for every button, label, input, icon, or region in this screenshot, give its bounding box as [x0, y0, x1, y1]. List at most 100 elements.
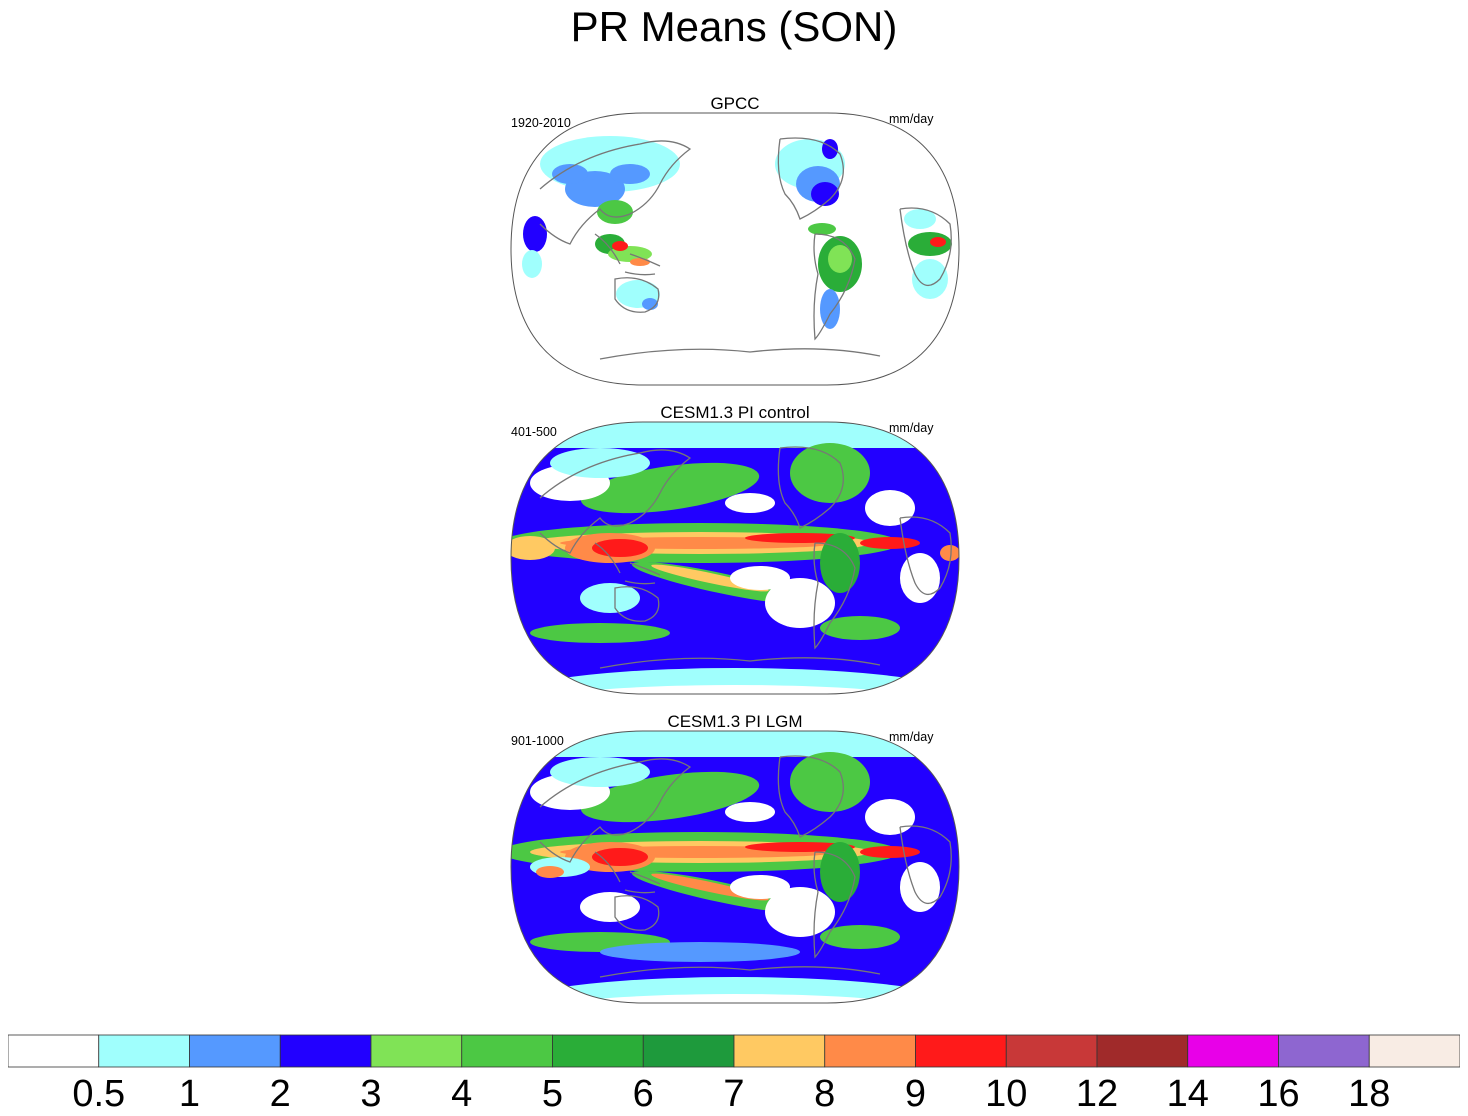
- precip-region: [900, 553, 940, 603]
- map-lgm: [510, 730, 960, 1004]
- panel-title: GPCC: [710, 94, 760, 113]
- coastline: [594, 542, 661, 585]
- precip-region: [730, 566, 790, 590]
- coastline: [813, 851, 856, 959]
- figure-title: PR Means (SON): [570, 3, 898, 50]
- precip-field-gpcc: [511, 113, 959, 385]
- coastline: [599, 966, 881, 978]
- precip-region: [940, 545, 959, 561]
- precip-region: [725, 802, 775, 822]
- colorbar-tick-label: 9: [904, 1073, 927, 1115]
- coastline: [899, 825, 952, 904]
- colorbar-tick-label: 18: [1348, 1073, 1391, 1115]
- period-label: 901-1000: [511, 734, 564, 748]
- precip-field-pi-control: [511, 422, 959, 694]
- colorbar-tick-label: 1: [178, 1073, 201, 1115]
- coastline: [614, 895, 660, 931]
- precip-region: [860, 537, 920, 549]
- colorbar-tick-label: 2: [269, 1073, 291, 1115]
- precip-region: [820, 616, 900, 640]
- colorbar-tick-label: 12: [1075, 1073, 1119, 1115]
- colorbar-tick-label: 5: [541, 1073, 564, 1115]
- precip-region: [511, 668, 959, 694]
- units-label: mm/day: [889, 112, 934, 126]
- precip-region: [820, 533, 860, 593]
- precip-region: [552, 164, 588, 184]
- colorbar-tick-label: 4: [451, 1073, 473, 1115]
- precip-region: [820, 289, 840, 329]
- precip-region: [904, 209, 936, 229]
- precip-region: [865, 799, 915, 835]
- colorbar-swatch: [1096, 1034, 1189, 1068]
- precip-region: [630, 258, 650, 266]
- precip-region: [765, 887, 835, 937]
- coastline: [813, 233, 856, 341]
- precip-region: [580, 583, 640, 613]
- colorbar-swatch: [552, 1034, 644, 1068]
- map-panel-lgm: CESM1.3 PI LGM 901-1000 mm/day: [500, 712, 970, 1012]
- precip-region: [822, 139, 838, 159]
- precip-region: [511, 536, 555, 560]
- precip-region: [725, 493, 775, 513]
- colorbar-tick-label: 14: [1166, 1073, 1209, 1115]
- precip-region: [612, 241, 628, 251]
- precip-region: [536, 866, 564, 878]
- coastline: [777, 446, 844, 529]
- precip-region: [530, 623, 670, 643]
- map-boundary: [510, 421, 960, 695]
- map-pi-control: [510, 421, 960, 695]
- period-label: 401-500: [511, 425, 557, 439]
- panel-title: CESM1.3 PI control: [660, 403, 810, 422]
- colorbar-tick-label: 0.5: [72, 1073, 126, 1115]
- precip-region: [511, 977, 959, 1003]
- precip-region: [820, 925, 900, 949]
- colorbar-tick-label: 16: [1257, 1073, 1300, 1115]
- coastline: [899, 207, 952, 286]
- coastline: [899, 516, 952, 595]
- coastline: [594, 851, 661, 894]
- colorbar-swatch: [461, 1034, 553, 1068]
- precip-region: [930, 237, 946, 247]
- precip-region: [580, 892, 640, 922]
- precip-region: [912, 259, 948, 299]
- coastline: [539, 758, 692, 863]
- precip-region: [790, 443, 870, 503]
- colorbar-swatch: [824, 1034, 916, 1068]
- colorbar-tick-label: 10: [985, 1073, 1028, 1115]
- coastline: [614, 586, 660, 622]
- precip-region: [597, 200, 633, 224]
- coastline: [614, 277, 660, 313]
- coastline: [599, 348, 881, 360]
- map-panel-pi-control: CESM1.3 PI control 401-500 mm/day: [500, 403, 970, 703]
- map-boundary: [510, 112, 960, 386]
- precip-field-lgm: [511, 731, 959, 1003]
- precip-region: [808, 223, 836, 235]
- coastline: [539, 449, 692, 554]
- precip-region: [811, 182, 839, 206]
- colorbar-swatch: [733, 1034, 826, 1068]
- map-boundary: [510, 730, 960, 1004]
- precip-region: [790, 752, 870, 812]
- coastline: [539, 140, 692, 245]
- colorbar-swatch: [1368, 1034, 1460, 1068]
- precip-region: [865, 490, 915, 526]
- map-gpcc: [510, 112, 960, 386]
- coastline: [777, 137, 844, 220]
- colorbar-swatch: [915, 1034, 1007, 1068]
- map-panel-gpcc: GPCC 1920-2010 mm/day: [500, 94, 970, 394]
- colorbar-swatch: [189, 1034, 281, 1068]
- units-label: mm/day: [889, 730, 934, 744]
- precip-region: [522, 250, 542, 278]
- precip-region: [908, 232, 952, 256]
- precip-region: [600, 942, 800, 962]
- precip-region: [592, 848, 648, 866]
- period-label: 1920-2010: [511, 116, 571, 130]
- precip-region: [730, 875, 790, 899]
- panel-title: CESM1.3 PI LGM: [667, 712, 803, 731]
- colorbar-swatch: [642, 1034, 735, 1068]
- precip-region: [523, 216, 547, 252]
- precip-region: [860, 846, 920, 858]
- precip-region: [900, 862, 940, 912]
- precip-region: [765, 578, 835, 628]
- colorbar-swatch: [279, 1034, 372, 1068]
